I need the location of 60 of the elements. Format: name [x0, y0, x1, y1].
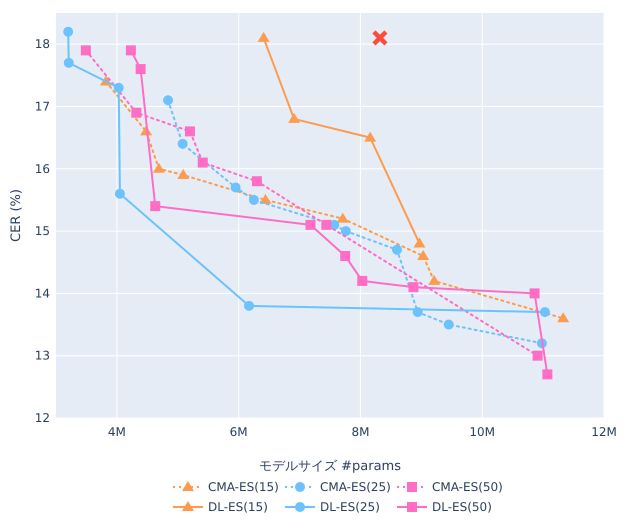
point [131, 108, 142, 118]
point [428, 274, 440, 285]
point [230, 182, 241, 192]
point [414, 238, 426, 248]
legend-label: CMA-ES(25) [320, 480, 391, 494]
point [150, 201, 160, 212]
point [258, 32, 270, 42]
legend-label: CMA-ES(50) [432, 480, 503, 494]
y-tick-label: 18 [34, 37, 50, 52]
point [244, 300, 254, 311]
point [248, 194, 259, 205]
y-tick-label: 15 [34, 224, 50, 238]
point [340, 251, 350, 261]
point [114, 188, 125, 199]
point [392, 244, 402, 255]
x-axis-title: モデルサイズ #params [259, 459, 402, 474]
point [540, 307, 550, 318]
legend-label: CMA-ES(15) [208, 480, 279, 494]
point [364, 132, 376, 142]
x-tick-label: 10M [469, 425, 496, 439]
point [357, 276, 368, 286]
y-tick-label: 14 [34, 286, 50, 300]
point [542, 369, 552, 380]
point [252, 176, 262, 186]
point [444, 320, 454, 330]
point [114, 82, 124, 93]
point [163, 95, 174, 106]
x-tick-label: 4M [108, 425, 126, 439]
point [184, 126, 195, 136]
point [64, 58, 74, 68]
legend-label: DL-ES(50) [432, 500, 492, 514]
point [288, 112, 300, 123]
point [136, 64, 146, 74]
x-tick-label: 6M [230, 425, 248, 439]
point [306, 220, 316, 230]
y-tick-label: 13 [34, 348, 50, 363]
point [336, 212, 349, 223]
point [63, 26, 74, 37]
point [152, 162, 165, 173]
point [198, 158, 208, 168]
y-tick-label: 12 [34, 411, 50, 425]
point [372, 30, 388, 46]
x-tick-label: 8M [351, 425, 370, 439]
point [408, 282, 418, 292]
point [178, 138, 188, 149]
point [177, 169, 190, 179]
point [417, 250, 430, 260]
point [80, 45, 91, 56]
legend-label: DL-ES(15) [208, 500, 268, 514]
legend-label: DL-ES(25) [320, 500, 380, 514]
y-axis-title: CER (%) [9, 189, 24, 242]
point [532, 350, 543, 361]
point [321, 220, 332, 230]
y-tick-label: 16 [34, 162, 50, 176]
point [530, 288, 540, 298]
y-tick-label: 17 [34, 99, 50, 114]
point [340, 226, 351, 236]
x-tick-label: 12M [591, 425, 617, 439]
point [557, 312, 570, 322]
point [126, 45, 136, 56]
